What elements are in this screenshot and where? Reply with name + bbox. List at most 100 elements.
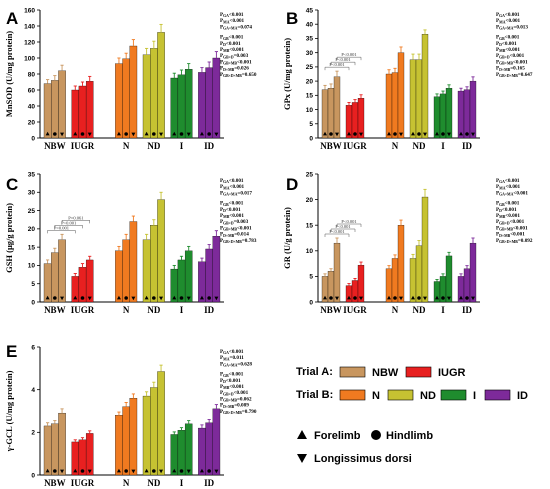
hindlimb-marker-icon xyxy=(441,296,445,300)
legend-label-longissimus: Longissimus dorsi xyxy=(314,453,412,465)
bar-nbw-0 xyxy=(43,425,52,476)
y-axis-title: GR (U/g protein) xyxy=(282,207,292,269)
forelimb-marker-icon xyxy=(435,131,439,136)
forelimb-marker-icon xyxy=(387,131,391,136)
bar-i-1 xyxy=(439,93,447,139)
longissimus-marker-icon xyxy=(60,469,65,474)
stat-trial-b: PGB×D×MB=0.790 xyxy=(220,409,257,415)
hindlimb-marker-icon xyxy=(207,296,211,300)
forelimb-marker-icon xyxy=(73,295,78,300)
stat-trial-b: PD×MB=0.014 xyxy=(220,232,249,238)
x-group-label: NBW xyxy=(44,305,66,315)
hindlimb-marker-icon xyxy=(417,296,421,300)
bar-nbw-2 xyxy=(333,76,341,139)
x-group-label: NBW xyxy=(44,141,66,151)
sig-bracket xyxy=(330,61,356,66)
stat-trial-b: PGB×D=0.003 xyxy=(220,53,249,59)
forelimb-marker-icon xyxy=(199,468,204,473)
stat-trial-b: PGB×D×MB=0.092 xyxy=(496,238,533,244)
longissimus-marker-icon xyxy=(359,296,363,301)
bar-nd-2 xyxy=(157,371,165,476)
legend-swatch-i xyxy=(440,389,467,401)
hindlimb-marker-icon xyxy=(124,469,128,473)
hindlimb-marker-icon xyxy=(353,296,357,300)
y-tick-label: 10 xyxy=(28,263,36,270)
y-tick-label: 80 xyxy=(28,71,36,78)
stats-block: PGA<0.001PMA<0.001PGA×MA=0.013PGB<0.001P… xyxy=(496,12,533,78)
bar-iugr-2 xyxy=(357,264,365,303)
stat-trial-b: PGB×D×MB=0.783 xyxy=(220,238,257,244)
hindlimb-marker-icon xyxy=(393,296,397,300)
bar-n-0 xyxy=(115,250,123,303)
forelimb-marker-icon xyxy=(73,131,78,136)
legend-label-id: ID xyxy=(517,390,528,402)
bar-id-1 xyxy=(205,422,213,476)
hindlimb-marker-icon xyxy=(152,469,156,473)
forelimb-marker-icon xyxy=(144,131,149,136)
bar-i-2 xyxy=(184,69,193,139)
y-tick-label: 35 xyxy=(28,171,36,178)
longissimus-marker-icon xyxy=(60,296,65,301)
stat-trial-a: PMA<0.001 xyxy=(496,184,521,190)
y-tick-label: 0 xyxy=(31,299,35,306)
stat-trial-b: PMB<0.001 xyxy=(220,384,244,390)
stat-trial-b: PGB×MB<0.001 xyxy=(496,59,528,65)
bar-id-0 xyxy=(198,72,206,139)
sig-bracket-label: P=0.001 xyxy=(54,225,69,230)
longissimus-marker-icon xyxy=(471,296,475,301)
x-group-label: IUGR xyxy=(71,478,95,488)
bar-nbw-0 xyxy=(43,83,52,139)
longissimus-marker-icon xyxy=(186,469,191,474)
stat-trial-b: PGB×MB<0.001 xyxy=(220,225,252,231)
stat-trial-a: PGA×MA=0.013 xyxy=(496,24,528,30)
bar-i-2 xyxy=(445,88,453,139)
y-tick-label: 120 xyxy=(24,39,35,46)
legend-label-forelimb: Forelimb xyxy=(314,430,361,442)
sig-bracket xyxy=(324,66,350,71)
panel-letter: C xyxy=(6,175,18,194)
legend-label-hindlimb: Hindlimb xyxy=(386,430,433,442)
stat-trial-a: PGA<0.001 xyxy=(220,178,244,184)
stat-trial-a: PGA×MA<0.001 xyxy=(496,190,528,196)
panel-c: C GSH (μg/g protein) 0 5 10 15 20 25 30 35 NBW IUGR… xyxy=(4,171,257,315)
sig-bracket-label: P<0.001 xyxy=(341,219,356,224)
sig-bracket-label: P<0.001 xyxy=(61,220,76,225)
x-group-label: I xyxy=(180,141,184,151)
stat-trial-a: PGA<0.001 xyxy=(496,12,520,18)
x-group-label: N xyxy=(123,141,130,151)
longissimus-marker-icon xyxy=(423,132,427,137)
stat-trial-a: PGA×MA=0.017 xyxy=(220,190,252,196)
y-tick-label: 0 xyxy=(309,299,313,306)
sig-bracket-label: P<0.001 xyxy=(329,229,344,234)
longissimus-marker-icon xyxy=(335,132,339,137)
bar-nbw-1 xyxy=(51,423,59,476)
bar-nbw-2 xyxy=(58,412,66,476)
longissimus-marker-icon xyxy=(186,296,191,301)
y-tick-label: 0 xyxy=(309,135,313,142)
panel-e: Eγ-GCL (U/mg protein) 0 2 4 6 NBW IUGR N ND I ID PG… xyxy=(4,342,257,488)
legend-triangle-up-icon xyxy=(297,430,307,439)
bar-nd-1 xyxy=(415,59,423,139)
x-group-label: IUGR xyxy=(343,141,367,151)
forelimb-marker-icon xyxy=(411,295,415,300)
legend-swatch-nbw xyxy=(339,366,366,378)
bar-nd-0 xyxy=(409,59,417,139)
y-tick-label: 25 xyxy=(28,208,36,215)
bar-nd-1 xyxy=(150,387,158,476)
sig-bracket-label: P=0.061 xyxy=(68,215,83,220)
sig-bracket xyxy=(54,225,83,229)
y-tick-label: 6 xyxy=(31,344,35,351)
hindlimb-marker-icon xyxy=(441,132,445,136)
stat-trial-b: PD<0.001 xyxy=(220,378,241,384)
sig-bracket xyxy=(61,220,90,224)
bar-id-1 xyxy=(463,89,471,139)
stat-trial-b: PGB<0.001 xyxy=(220,372,244,378)
stat-trial-b: PGB×MB=0.062 xyxy=(220,396,252,402)
forelimb-marker-icon xyxy=(116,295,121,300)
bar-id-0 xyxy=(198,427,206,476)
legend-label-nbw: NBW xyxy=(372,367,399,379)
x-group-label: ID xyxy=(462,141,473,151)
hindlimb-marker-icon xyxy=(465,296,469,300)
y-tick-label: 4 xyxy=(31,387,35,394)
y-tick-label: 25 xyxy=(306,64,314,71)
